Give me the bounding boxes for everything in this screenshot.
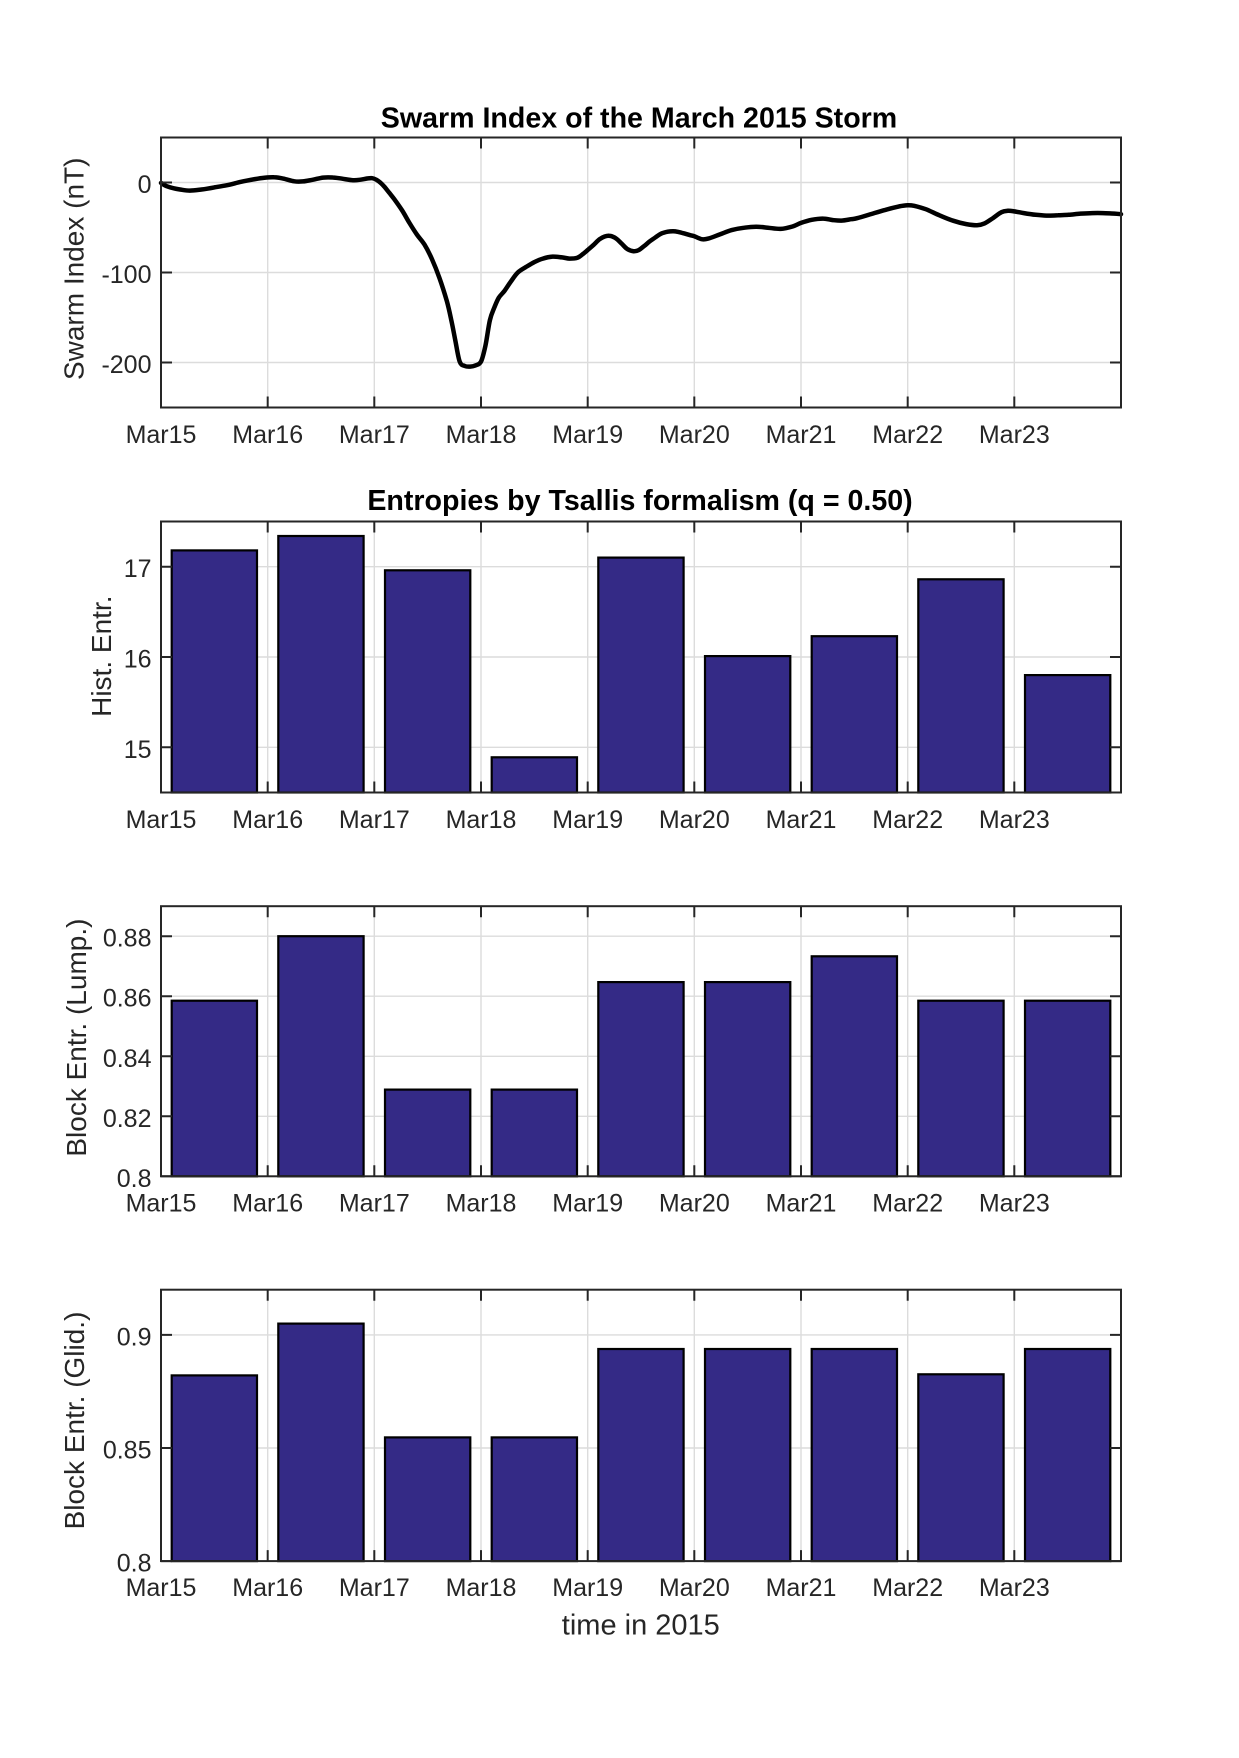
- svg-text:Swarm Index of the March 2015: Swarm Index of the March 2015 Storm: [381, 103, 897, 135]
- svg-text:Mar15: Mar15: [126, 1190, 197, 1218]
- svg-text:Mar19: Mar19: [552, 421, 623, 449]
- svg-text:0.8: 0.8: [117, 1550, 152, 1578]
- svg-text:15: 15: [124, 736, 152, 764]
- svg-text:Mar20: Mar20: [659, 806, 730, 834]
- svg-text:Mar16: Mar16: [232, 806, 303, 834]
- svg-text:Mar21: Mar21: [766, 806, 837, 834]
- svg-text:time in 2015: time in 2015: [562, 1610, 720, 1642]
- svg-text:Mar20: Mar20: [659, 1574, 730, 1602]
- svg-text:0: 0: [138, 171, 152, 199]
- svg-text:Mar15: Mar15: [126, 1574, 197, 1602]
- svg-text:0.9: 0.9: [117, 1323, 152, 1351]
- svg-text:0.86: 0.86: [103, 985, 152, 1013]
- svg-text:Mar17: Mar17: [339, 1190, 410, 1218]
- svg-text:Mar15: Mar15: [126, 806, 197, 834]
- svg-text:Mar22: Mar22: [872, 806, 943, 834]
- svg-text:Mar16: Mar16: [232, 1190, 303, 1218]
- svg-text:Mar16: Mar16: [232, 421, 303, 449]
- svg-text:Mar18: Mar18: [446, 421, 517, 449]
- svg-text:Mar17: Mar17: [339, 421, 410, 449]
- svg-text:-200: -200: [101, 351, 151, 379]
- svg-text:0.8: 0.8: [117, 1165, 152, 1193]
- svg-text:-100: -100: [101, 261, 151, 289]
- svg-text:Entropies by Tsallis formalism: Entropies by Tsallis formalism (q = 0.50…: [367, 485, 912, 517]
- svg-text:Mar18: Mar18: [446, 806, 517, 834]
- svg-text:0.88: 0.88: [103, 925, 152, 953]
- svg-text:Mar23: Mar23: [979, 1574, 1050, 1602]
- svg-text:Mar22: Mar22: [872, 1190, 943, 1218]
- svg-text:Mar19: Mar19: [552, 1574, 623, 1602]
- svg-text:Mar16: Mar16: [232, 1574, 303, 1602]
- svg-text:Mar17: Mar17: [339, 806, 410, 834]
- svg-text:Mar21: Mar21: [766, 1574, 837, 1602]
- svg-text:Mar17: Mar17: [339, 1574, 410, 1602]
- svg-text:0.84: 0.84: [103, 1045, 152, 1073]
- svg-text:Swarm Index (nT): Swarm Index (nT): [59, 158, 90, 380]
- svg-text:Mar19: Mar19: [552, 806, 623, 834]
- svg-text:Mar18: Mar18: [446, 1574, 517, 1602]
- svg-text:Mar23: Mar23: [979, 806, 1050, 834]
- svg-text:0.82: 0.82: [103, 1105, 152, 1133]
- svg-text:Mar22: Mar22: [872, 421, 943, 449]
- svg-text:Hist. Entr.: Hist. Entr.: [86, 596, 117, 717]
- svg-text:Mar18: Mar18: [446, 1190, 517, 1218]
- svg-text:Mar20: Mar20: [659, 1190, 730, 1218]
- svg-text:Mar21: Mar21: [766, 1190, 837, 1218]
- svg-text:Block Entr. (Glid.): Block Entr. (Glid.): [59, 1312, 90, 1530]
- svg-text:Mar23: Mar23: [979, 421, 1050, 449]
- svg-text:Mar21: Mar21: [766, 421, 837, 449]
- svg-text:Mar19: Mar19: [552, 1190, 623, 1218]
- svg-text:Block Entr. (Lump.): Block Entr. (Lump.): [61, 919, 92, 1157]
- svg-text:Mar20: Mar20: [659, 421, 730, 449]
- svg-text:Mar23: Mar23: [979, 1190, 1050, 1218]
- svg-text:0.85: 0.85: [103, 1437, 152, 1465]
- svg-text:Mar22: Mar22: [872, 1574, 943, 1602]
- svg-text:Mar15: Mar15: [126, 421, 197, 449]
- svg-text:16: 16: [124, 646, 152, 674]
- svg-text:17: 17: [124, 555, 152, 583]
